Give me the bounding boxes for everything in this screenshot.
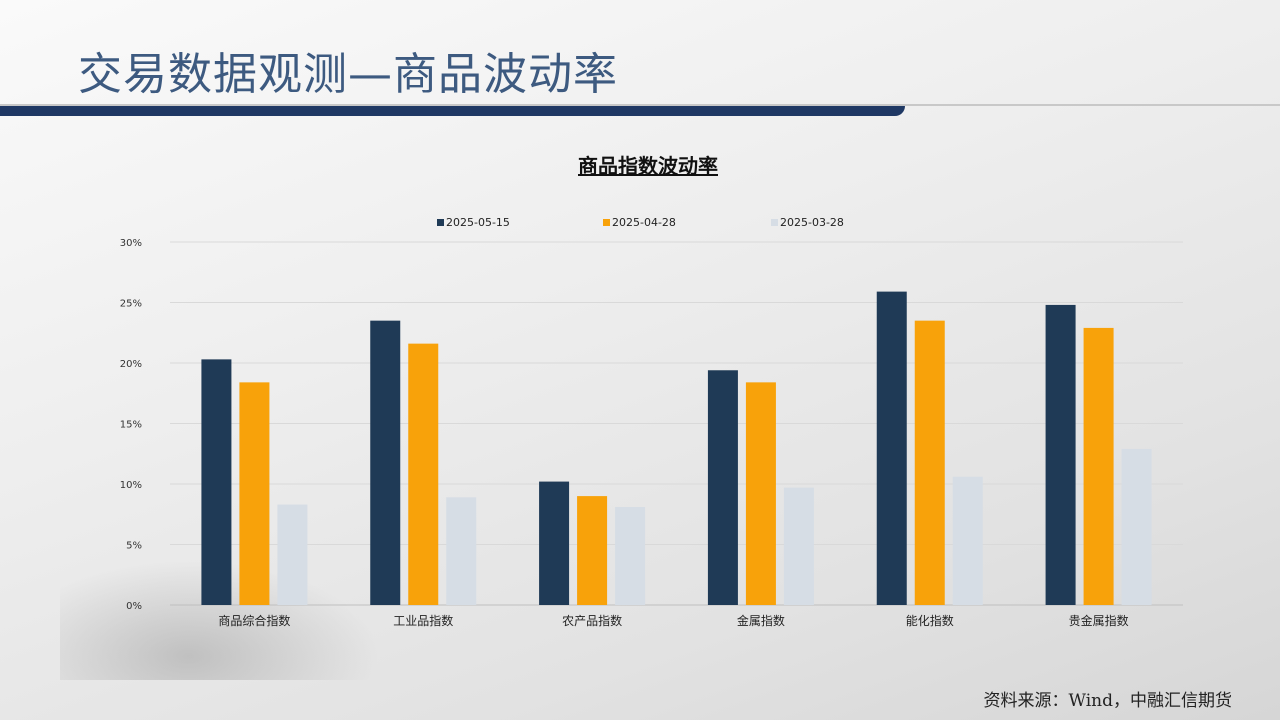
legend-item: 2025-04-28 xyxy=(603,216,676,229)
x-tick-label: 农产品指数 xyxy=(562,613,622,628)
header-divider xyxy=(0,104,1280,106)
bar-2 xyxy=(577,496,608,605)
source-note: 资料来源：Wind，中融汇信期货 xyxy=(983,691,1232,711)
bar-1 xyxy=(201,359,232,605)
bar-3 xyxy=(952,476,983,605)
y-tick-label: 5% xyxy=(126,541,142,552)
bar-2 xyxy=(408,343,439,605)
bar-2 xyxy=(239,382,270,605)
y-tick-label: 10% xyxy=(120,480,142,491)
bar-1 xyxy=(1045,304,1076,605)
y-tick-label: 25% xyxy=(120,299,142,310)
bar-1 xyxy=(539,481,570,605)
bar-2 xyxy=(914,320,945,605)
header-accent-bar xyxy=(0,106,905,116)
bar-3 xyxy=(277,504,308,605)
bar-2 xyxy=(1083,327,1114,605)
legend-label: 2025-03-28 xyxy=(780,216,844,229)
bar-1 xyxy=(707,370,738,605)
bar-3 xyxy=(1121,448,1152,605)
legend-swatch xyxy=(771,219,778,226)
page-title: 交易数据观测—商品波动率 xyxy=(78,49,618,100)
x-tick-label: 能化指数 xyxy=(906,613,954,628)
legend-swatch xyxy=(603,219,610,226)
chart-title: 商品指数波动率 xyxy=(578,154,718,178)
x-tick-label: 商品综合指数 xyxy=(218,613,290,628)
legend-label: 2025-04-28 xyxy=(612,216,676,229)
legend-item: 2025-03-28 xyxy=(771,216,844,229)
y-tick-label: 15% xyxy=(120,420,142,431)
legend-item: 2025-05-15 xyxy=(437,216,510,229)
bar-1 xyxy=(876,291,907,605)
y-tick-label: 20% xyxy=(120,359,142,370)
bar-3 xyxy=(783,487,814,605)
bar-3 xyxy=(615,506,646,605)
legend-label: 2025-05-15 xyxy=(446,216,510,229)
bar-3 xyxy=(446,497,477,605)
x-tick-label: 金属指数 xyxy=(737,613,785,628)
legend-swatch xyxy=(437,219,444,226)
y-tick-label: 0% xyxy=(126,601,142,612)
x-tick-label: 工业品指数 xyxy=(393,613,453,628)
bar-2 xyxy=(745,382,776,605)
x-tick-label: 贵金属指数 xyxy=(1069,613,1129,628)
y-tick-label: 30% xyxy=(120,238,142,249)
bar-1 xyxy=(370,320,401,605)
